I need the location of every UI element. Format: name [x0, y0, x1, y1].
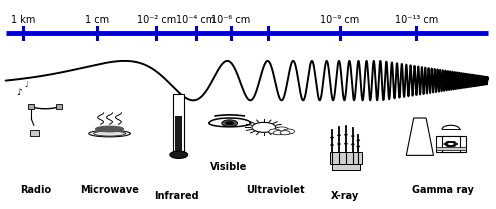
Circle shape — [269, 129, 281, 134]
Circle shape — [283, 129, 295, 134]
Circle shape — [351, 135, 354, 137]
Text: Microwave: Microwave — [80, 185, 139, 195]
Circle shape — [357, 140, 360, 141]
Circle shape — [252, 122, 276, 132]
Polygon shape — [89, 130, 130, 137]
Circle shape — [275, 127, 289, 133]
Circle shape — [331, 137, 334, 138]
Text: 10⁻⁹ cm: 10⁻⁹ cm — [320, 15, 359, 25]
Bar — [442, 136, 460, 152]
Text: X-ray: X-ray — [330, 191, 359, 201]
Bar — [175, 116, 182, 155]
Text: 10⁻² cm: 10⁻² cm — [137, 15, 176, 25]
Text: Visible: Visible — [209, 162, 247, 172]
Circle shape — [225, 121, 234, 125]
Text: ♩: ♩ — [24, 80, 28, 89]
Circle shape — [337, 135, 340, 136]
Text: Infrared: Infrared — [154, 191, 198, 201]
Text: ♪: ♪ — [16, 88, 22, 97]
Text: 10⁻⁶ cm: 10⁻⁶ cm — [211, 15, 250, 25]
Circle shape — [344, 134, 347, 135]
Text: 10⁻¹³ cm: 10⁻¹³ cm — [394, 15, 438, 25]
Text: 1 km: 1 km — [11, 15, 35, 25]
Circle shape — [280, 131, 290, 135]
Text: 10⁻⁴ cm: 10⁻⁴ cm — [177, 15, 216, 25]
Bar — [30, 130, 39, 136]
Circle shape — [351, 144, 354, 145]
Circle shape — [170, 151, 187, 158]
Text: 1 cm: 1 cm — [85, 15, 109, 25]
Text: Gamma ray: Gamma ray — [413, 185, 474, 195]
Polygon shape — [406, 118, 434, 155]
Circle shape — [331, 144, 334, 146]
Circle shape — [273, 131, 283, 135]
Bar — [56, 104, 62, 109]
Bar — [436, 136, 466, 152]
Circle shape — [357, 146, 360, 147]
Bar — [332, 164, 360, 170]
Text: Radio: Radio — [20, 185, 51, 195]
Circle shape — [337, 143, 340, 145]
Circle shape — [344, 143, 347, 144]
Text: Ultraviolet: Ultraviolet — [246, 185, 305, 195]
Bar — [173, 94, 184, 156]
Polygon shape — [96, 126, 124, 132]
Circle shape — [222, 120, 238, 126]
Bar — [436, 147, 466, 150]
Bar — [330, 152, 362, 164]
Bar — [28, 104, 34, 109]
